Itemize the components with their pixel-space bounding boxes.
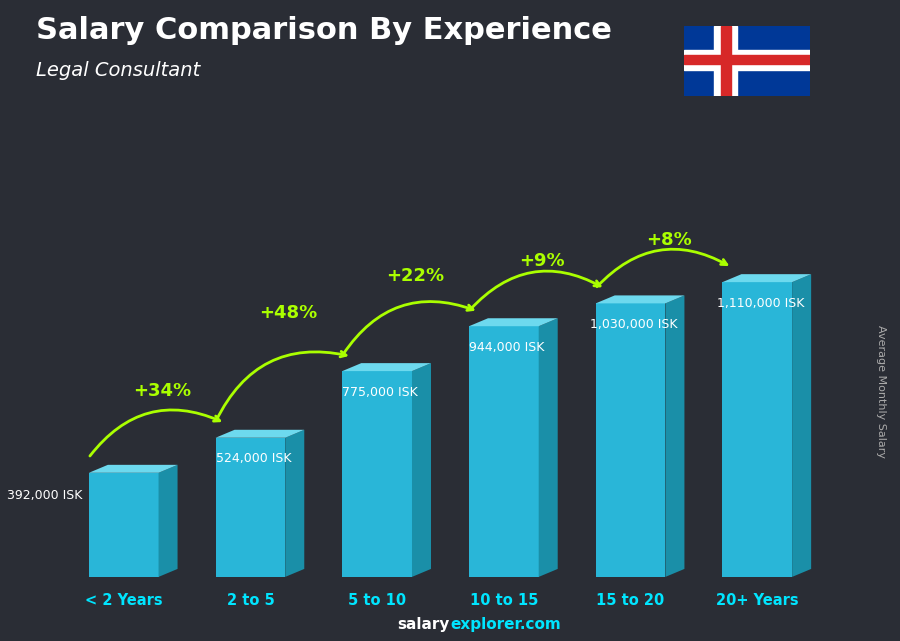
Polygon shape (412, 363, 431, 577)
Text: 944,000 ISK: 944,000 ISK (469, 341, 544, 354)
Text: +9%: +9% (519, 252, 564, 270)
Text: 524,000 ISK: 524,000 ISK (216, 453, 292, 465)
Text: explorer.com: explorer.com (450, 617, 561, 633)
Bar (89, 473, 158, 577)
Polygon shape (216, 429, 304, 438)
Text: +34%: +34% (132, 382, 191, 400)
Bar (684, 50, 810, 70)
Text: Legal Consultant: Legal Consultant (36, 61, 200, 80)
Polygon shape (539, 318, 558, 577)
Polygon shape (665, 296, 684, 577)
Text: 775,000 ISK: 775,000 ISK (342, 386, 418, 399)
Text: 392,000 ISK: 392,000 ISK (7, 488, 83, 502)
Text: salary: salary (398, 617, 450, 633)
Bar (596, 303, 665, 577)
Text: Salary Comparison By Experience: Salary Comparison By Experience (36, 16, 612, 45)
Text: +8%: +8% (645, 231, 691, 249)
Polygon shape (158, 465, 177, 577)
Polygon shape (792, 274, 811, 577)
Polygon shape (596, 296, 684, 303)
Bar (721, 26, 731, 96)
Polygon shape (285, 429, 304, 577)
Polygon shape (723, 274, 811, 282)
Polygon shape (469, 318, 558, 326)
Bar (723, 282, 792, 577)
Text: Average Monthly Salary: Average Monthly Salary (877, 324, 886, 458)
Text: +22%: +22% (386, 267, 445, 285)
Text: +48%: +48% (259, 304, 318, 322)
Bar (469, 326, 539, 577)
Polygon shape (342, 363, 431, 371)
Text: 1,110,000 ISK: 1,110,000 ISK (716, 297, 805, 310)
Bar (684, 55, 810, 64)
Bar (715, 26, 737, 96)
Bar (342, 371, 412, 577)
Polygon shape (89, 465, 177, 473)
Bar (216, 438, 285, 577)
Text: 1,030,000 ISK: 1,030,000 ISK (590, 318, 678, 331)
